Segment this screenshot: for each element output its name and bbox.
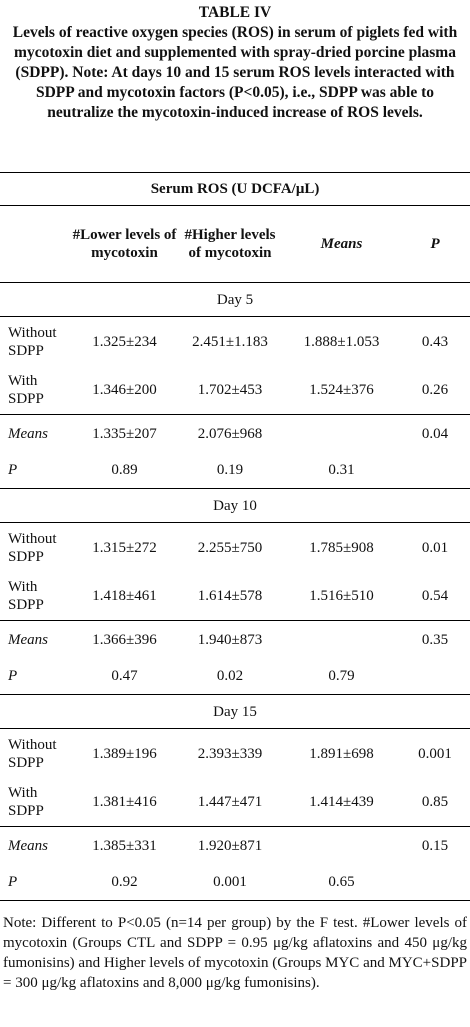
data-row: P 0.92 0.001 0.65 <box>0 864 470 901</box>
data-cell: 0.92 <box>72 864 177 901</box>
data-cell <box>283 415 400 453</box>
data-cell: 2.255±750 <box>197 539 263 556</box>
data-row: Means 1.366±396 1.940±873 0.35 <box>0 621 470 659</box>
column-header: P <box>400 205 470 283</box>
row-label: P <box>0 658 72 695</box>
row-label: With SDPP <box>0 572 72 621</box>
data-cell: 0.43 <box>421 333 449 350</box>
row-label: With SDPP <box>0 366 72 415</box>
data-cell: 1.516±510 <box>283 572 400 621</box>
group-header-row: Serum ROS (U DCFA/μL) <box>0 172 470 206</box>
data-row: Means 1.385±331 1.920±871 0.15 <box>0 827 470 865</box>
column-header: #Lower levels of mycotoxin <box>72 205 177 283</box>
data-cell: 1.414±439 <box>283 778 400 827</box>
table-heading: TABLE IV Levels of reactive oxygen speci… <box>0 0 470 172</box>
data-cell: 0.04 <box>421 425 449 442</box>
table-note: Note: Different to P<0.05 (n=14 per grou… <box>3 915 467 991</box>
section-row: Day 10 <box>0 488 470 523</box>
data-cell: 2.076±968 <box>197 425 263 442</box>
data-row: With SDPP 1.346±200 1.702±453 1.524±376 0.26 <box>0 366 470 415</box>
column-header: Means <box>283 205 400 283</box>
data-cell: 0.15 <box>421 837 449 854</box>
row-label: Without SDPP <box>8 530 57 565</box>
data-row: Means 1.335±207 2.076±968 0.04 <box>0 415 470 453</box>
data-row: Without SDPP 1.315±272 2.255±750 1.785±908 0… <box>0 523 470 573</box>
data-cell <box>283 621 400 659</box>
column-header-row: #Lower levels of mycotoxin #Higher levels… <box>0 205 470 283</box>
data-cell: 1.785±908 <box>309 539 374 556</box>
data-cell: 2.451±1.183 <box>192 333 268 350</box>
data-cell <box>400 864 470 901</box>
data-cell: 0.26 <box>400 366 470 415</box>
row-label: With SDPP <box>0 778 72 827</box>
column-header: #Higher levels of mycotoxin <box>177 205 283 283</box>
data-cell: 1.920±871 <box>197 837 263 854</box>
data-cell: 1.315±272 <box>92 539 157 556</box>
table-caption: Levels of reactive oxygen species (ROS) … <box>12 24 458 121</box>
data-cell: 0.79 <box>283 658 400 695</box>
data-cell: 0.31 <box>283 452 400 489</box>
data-row: P 0.89 0.19 0.31 <box>0 452 470 489</box>
data-row: With SDPP 1.418±461 1.614±578 1.516±510 0.54 <box>0 572 470 621</box>
section-label: Day 10 <box>0 488 470 523</box>
data-cell: 1.335±207 <box>92 425 157 442</box>
data-cell: 1.524±376 <box>283 366 400 415</box>
data-cell: 1.614±578 <box>177 572 283 621</box>
data-cell: 0.47 <box>72 658 177 695</box>
row-label: Means <box>8 425 48 442</box>
data-cell <box>400 658 470 695</box>
data-cell: 0.89 <box>72 452 177 489</box>
data-row: With SDPP 1.381±416 1.447±471 1.414±439 0.85 <box>0 778 470 827</box>
data-cell: 0.19 <box>177 452 283 489</box>
data-cell: 1.366±396 <box>92 631 157 648</box>
data-row: P 0.47 0.02 0.79 <box>0 658 470 695</box>
data-cell: 1.325±234 <box>92 333 157 350</box>
data-cell: 1.381±416 <box>72 778 177 827</box>
data-cell: 0.001 <box>177 864 283 901</box>
data-cell <box>283 827 400 865</box>
data-cell: 1.891±698 <box>309 745 374 762</box>
data-cell: 0.01 <box>421 539 449 556</box>
data-cell: 1.447±471 <box>177 778 283 827</box>
section-label: Day 15 <box>0 694 470 729</box>
data-cell: 0.02 <box>177 658 283 695</box>
row-label: P <box>0 452 72 489</box>
data-cell: 1.418±461 <box>72 572 177 621</box>
row-label: Means <box>8 631 48 648</box>
data-cell: 2.393±339 <box>197 745 263 762</box>
section-row: Day 15 <box>0 694 470 729</box>
data-cell: 0.001 <box>418 745 452 762</box>
row-label: Without SDPP <box>8 324 57 359</box>
data-cell: 1.385±331 <box>92 837 157 854</box>
row-label: P <box>0 864 72 901</box>
row-label: Without SDPP <box>8 736 57 771</box>
data-cell: 1.389±196 <box>92 745 157 762</box>
section-label: Day 5 <box>0 282 470 317</box>
section-row: Day 5 <box>0 282 470 317</box>
data-cell: 1.888±1.053 <box>303 333 380 350</box>
data-cell: 0.35 <box>421 631 449 648</box>
data-cell: 0.85 <box>400 778 470 827</box>
table-title: TABLE IV <box>198 4 272 21</box>
data-cell <box>400 452 470 489</box>
data-cell: 0.65 <box>283 864 400 901</box>
data-table: Serum ROS (U DCFA/μL) #Lower levels of my… <box>0 172 470 901</box>
row-label: Means <box>8 837 48 854</box>
data-cell: 0.54 <box>400 572 470 621</box>
data-row: Without SDPP 1.389±196 2.393±339 1.891±698 0… <box>0 729 470 779</box>
corner-cell <box>0 205 72 283</box>
data-cell: 1.940±873 <box>197 631 263 648</box>
data-cell: 1.702±453 <box>177 366 283 415</box>
group-header: Serum ROS (U DCFA/μL) <box>0 172 470 206</box>
data-row: Without SDPP 1.325±234 2.451±1.183 1.888±1.… <box>0 317 470 367</box>
data-cell: 1.346±200 <box>72 366 177 415</box>
